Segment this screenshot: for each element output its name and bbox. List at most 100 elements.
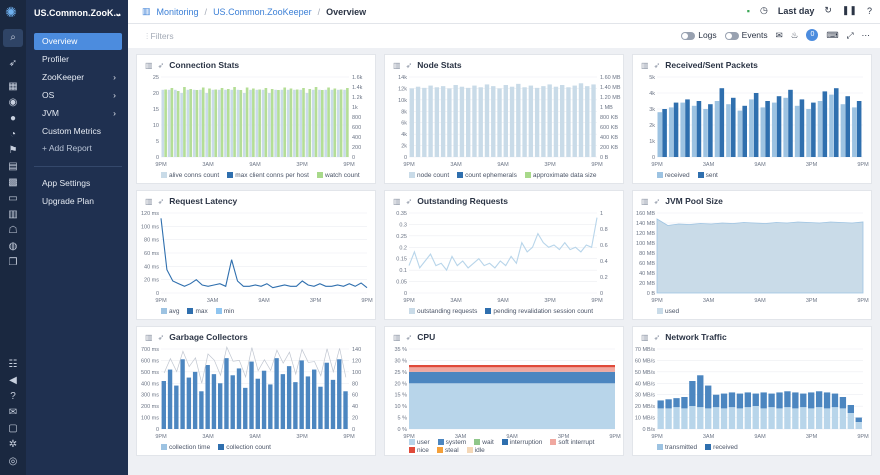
bar[interactable] xyxy=(270,89,274,157)
panel-request-latency[interactable]: ▥ ➶ Request Latency 120 ms 100 ms 80 ms 60 ms 4… xyxy=(136,190,376,320)
bar[interactable] xyxy=(691,105,697,157)
bar[interactable] xyxy=(728,407,736,429)
bar[interactable] xyxy=(201,87,205,158)
inbox-icon[interactable]: ▤ xyxy=(8,161,18,172)
breadcrumb-app[interactable]: US.Common.ZooKeeper xyxy=(213,6,312,17)
bar[interactable] xyxy=(236,89,240,157)
bar[interactable] xyxy=(578,83,584,157)
legend-item[interactable]: soft interrupt xyxy=(550,439,594,446)
filters-button[interactable]: ⫶ Filters xyxy=(146,31,174,42)
panel-connection-stats[interactable]: ▥ ➶ Connection Stats 25 20 15 10 5 0 1.6k 1.4k 1.2k… xyxy=(136,54,376,184)
legend-item[interactable]: transmitted xyxy=(657,444,697,451)
bar[interactable] xyxy=(768,393,775,408)
bar[interactable] xyxy=(226,89,230,157)
dashboard-icon[interactable]: ▩ xyxy=(8,177,18,188)
bar[interactable] xyxy=(243,387,248,429)
bar[interactable] xyxy=(681,408,688,429)
bar[interactable] xyxy=(434,87,440,157)
bar[interactable] xyxy=(749,99,754,157)
bar[interactable] xyxy=(289,88,293,158)
monitoring-icon[interactable]: ◉ xyxy=(8,97,18,108)
help-icon[interactable]: ? xyxy=(866,5,872,16)
chart-type-icon[interactable]: ▥ xyxy=(393,332,401,342)
bar[interactable] xyxy=(195,90,199,157)
expand-icon[interactable]: ⤢ xyxy=(846,29,854,40)
bar[interactable] xyxy=(192,371,198,429)
bar[interactable] xyxy=(685,99,690,157)
bar[interactable] xyxy=(522,87,527,157)
bar[interactable] xyxy=(839,408,847,429)
nav-item-zookeeper[interactable]: ZooKeeper › xyxy=(34,69,122,86)
breadcrumb-monitoring[interactable]: Monitoring xyxy=(156,6,199,17)
bar[interactable] xyxy=(293,382,298,429)
rocket-icon[interactable]: ➶ xyxy=(157,332,165,342)
mail-icon[interactable]: ✉ xyxy=(775,29,783,40)
bar[interactable] xyxy=(293,89,296,157)
megaphone-icon[interactable]: ◀ xyxy=(9,375,17,386)
bar[interactable] xyxy=(665,408,672,429)
bar[interactable] xyxy=(264,88,268,157)
legend-item[interactable]: nice xyxy=(409,447,429,454)
bar[interactable] xyxy=(705,408,712,429)
bar[interactable] xyxy=(214,89,218,158)
bar[interactable] xyxy=(840,104,846,157)
legend-item[interactable]: min xyxy=(215,308,234,315)
bar[interactable] xyxy=(776,392,783,409)
bar[interactable] xyxy=(673,398,680,408)
bar[interactable] xyxy=(845,96,850,157)
bar[interactable] xyxy=(714,101,720,157)
bar[interactable] xyxy=(308,89,312,157)
search-icon[interactable]: ⌕ xyxy=(3,29,23,47)
bar[interactable] xyxy=(333,88,337,158)
nav-item-overview[interactable]: Overview xyxy=(34,33,122,50)
nav-item-custom-metrics[interactable]: Custom Metrics xyxy=(34,123,122,140)
bar[interactable] xyxy=(705,385,712,409)
bar[interactable] xyxy=(736,408,744,429)
bar[interactable] xyxy=(295,89,299,158)
bar[interactable] xyxy=(314,87,318,157)
series-line[interactable] xyxy=(408,217,598,272)
bar[interactable] xyxy=(312,369,317,429)
bar[interactable] xyxy=(305,93,309,157)
bar[interactable] xyxy=(847,413,854,429)
bar[interactable] xyxy=(343,89,346,157)
app-selector[interactable]: US.Common.ZooK... ⌄ xyxy=(34,8,122,18)
bar[interactable] xyxy=(776,96,782,157)
bar[interactable] xyxy=(784,407,791,429)
bar[interactable] xyxy=(249,361,254,429)
cpu-area-band[interactable] xyxy=(409,383,615,429)
nav-item-upgrade-plan[interactable]: Upgrade Plan xyxy=(34,193,122,210)
apps-grid-icon[interactable]: ▪ xyxy=(746,5,750,16)
help-circle-icon[interactable]: ◍ xyxy=(8,241,18,252)
bar[interactable] xyxy=(330,379,336,429)
legend-item[interactable]: received xyxy=(657,172,690,179)
bar[interactable] xyxy=(208,88,211,158)
bar[interactable] xyxy=(472,85,477,157)
chat-icon[interactable]: ▢ xyxy=(8,423,18,434)
bar[interactable] xyxy=(822,91,828,157)
panel-cpu[interactable]: ▥ ➶ CPU 35 % 30 % 25 % 20 % 15 % 10 % 5 % 0 % 9PM 3A… xyxy=(384,326,624,456)
bar[interactable] xyxy=(218,383,223,429)
bar[interactable] xyxy=(689,381,696,407)
bar[interactable] xyxy=(176,91,180,157)
bar[interactable] xyxy=(800,393,807,408)
bar[interactable] xyxy=(161,89,165,157)
bar[interactable] xyxy=(186,89,190,157)
bar[interactable] xyxy=(274,89,277,157)
bar[interactable] xyxy=(186,377,192,429)
legend-item[interactable]: used xyxy=(657,308,679,315)
report-icon[interactable]: ❐ xyxy=(8,257,18,268)
legend-item[interactable]: steal xyxy=(436,447,459,454)
rocket-icon[interactable]: ➶ xyxy=(653,332,661,342)
bar[interactable] xyxy=(662,109,667,157)
robot-icon[interactable]: ☖ xyxy=(8,225,18,236)
bar[interactable] xyxy=(174,385,179,429)
bar[interactable] xyxy=(167,369,173,429)
bar[interactable] xyxy=(415,86,421,157)
legend-item[interactable]: idle xyxy=(466,447,485,454)
bar[interactable] xyxy=(839,397,847,409)
bar[interactable] xyxy=(591,84,596,157)
more-icon[interactable]: ⋯ xyxy=(861,29,871,40)
legend-item[interactable]: user xyxy=(409,439,430,446)
bar[interactable] xyxy=(720,393,728,409)
